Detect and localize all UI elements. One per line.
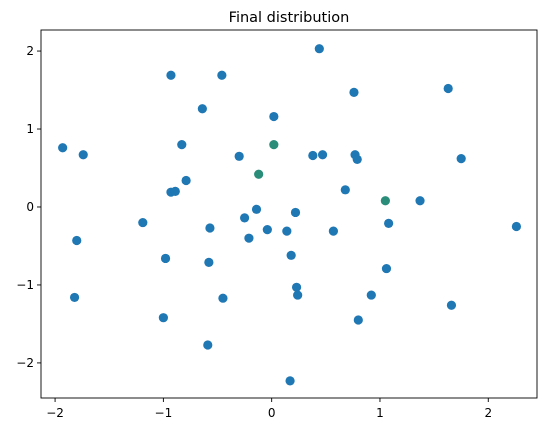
data-point <box>170 186 180 196</box>
chart-title: Final distribution <box>229 10 350 26</box>
data-point <box>308 150 318 161</box>
y-tick-label: 2 <box>26 44 34 58</box>
data-point <box>293 290 303 300</box>
data-point <box>69 292 80 303</box>
data-point <box>251 204 262 214</box>
data-point <box>384 218 394 228</box>
data-point <box>203 340 213 350</box>
x-tick-label: −1 <box>155 406 173 420</box>
data-point <box>443 83 453 94</box>
data-point <box>204 257 214 267</box>
data-point <box>380 196 390 206</box>
data-point <box>234 151 244 161</box>
data-point <box>269 111 279 122</box>
data-points <box>58 44 522 386</box>
data-point <box>340 185 350 195</box>
data-point <box>197 104 207 114</box>
y-tick-label: −1 <box>16 278 34 292</box>
data-point <box>166 70 176 80</box>
y-tick-label: −2 <box>16 356 34 370</box>
data-point <box>138 217 148 228</box>
data-point <box>158 313 168 323</box>
data-point <box>218 293 228 303</box>
data-point <box>446 300 457 310</box>
x-tick-label: −2 <box>46 406 64 420</box>
y-tick-label: 1 <box>26 122 34 136</box>
data-point <box>352 154 362 165</box>
x-tick-label: 0 <box>268 406 276 420</box>
data-point <box>72 235 82 246</box>
y-tick-label: 0 <box>26 200 34 214</box>
data-point <box>217 70 227 80</box>
data-point <box>160 253 171 264</box>
data-point <box>349 87 359 97</box>
data-point <box>456 154 466 164</box>
data-point <box>205 223 215 233</box>
x-axis: −2 −1 0 1 2 <box>46 398 492 420</box>
data-point <box>314 44 324 54</box>
data-point <box>240 213 250 223</box>
data-point <box>328 226 338 236</box>
data-point <box>285 376 295 386</box>
data-point <box>290 207 301 218</box>
data-point <box>511 221 522 232</box>
data-point <box>317 150 328 160</box>
data-point <box>366 290 376 300</box>
x-tick-label: 2 <box>484 406 492 420</box>
data-point <box>353 315 363 325</box>
data-point <box>415 196 425 206</box>
data-point <box>244 233 254 243</box>
data-point <box>269 140 279 150</box>
data-point <box>58 143 68 153</box>
plot-frame <box>40 29 538 399</box>
data-point <box>282 226 292 236</box>
data-point <box>286 250 296 260</box>
data-point <box>78 150 88 160</box>
data-point <box>262 224 272 235</box>
data-point <box>177 140 187 150</box>
data-point <box>291 282 302 292</box>
data-point <box>181 175 191 186</box>
data-point <box>254 169 264 179</box>
y-axis: −2 −1 0 1 2 <box>16 44 41 370</box>
data-point <box>381 263 392 274</box>
x-tick-label: 1 <box>376 406 384 420</box>
